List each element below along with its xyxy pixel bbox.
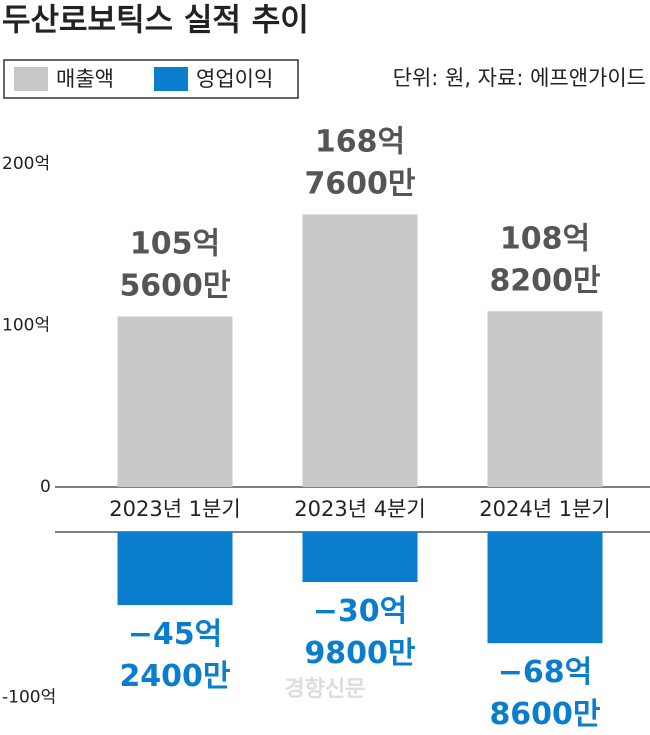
x-tick-label: 2023년 4분기 [294,497,425,521]
bar [117,316,233,487]
bar [302,532,418,583]
x-tick-label: 2023년 1분기 [109,497,240,521]
legend-swatch [14,67,48,91]
y-tick-label: -100억 [2,688,56,708]
chart-title: 두산로보틱스 실적 추이 [2,3,309,39]
y-tick-label: 100억 [2,316,50,336]
bar [487,311,603,487]
value-label: 105억 5600만 [119,226,230,303]
y-tick-label: 200억 [2,154,50,174]
watermark: 경향신문 [285,677,366,702]
value-label: −45억 2400만 [119,617,230,694]
value-label: 168억 7600만 [304,124,415,201]
bar [117,532,233,606]
value-label: −68억 8600만 [489,655,600,732]
x-tick-label: 2024년 1분기 [479,497,610,521]
bar [487,532,603,644]
legend-label: 매출액 [56,67,114,91]
bar [302,214,418,487]
legend-box [3,59,299,99]
value-label: 108억 8200만 [489,221,600,298]
value-label: −30억 9800만 [304,594,415,671]
unit-note: 단위: 원, 자료: 에프앤가이드 [393,66,646,90]
y-tick-label: 0 [40,477,51,497]
legend-swatch [154,67,188,91]
legend-label: 영업이익 [196,67,273,91]
